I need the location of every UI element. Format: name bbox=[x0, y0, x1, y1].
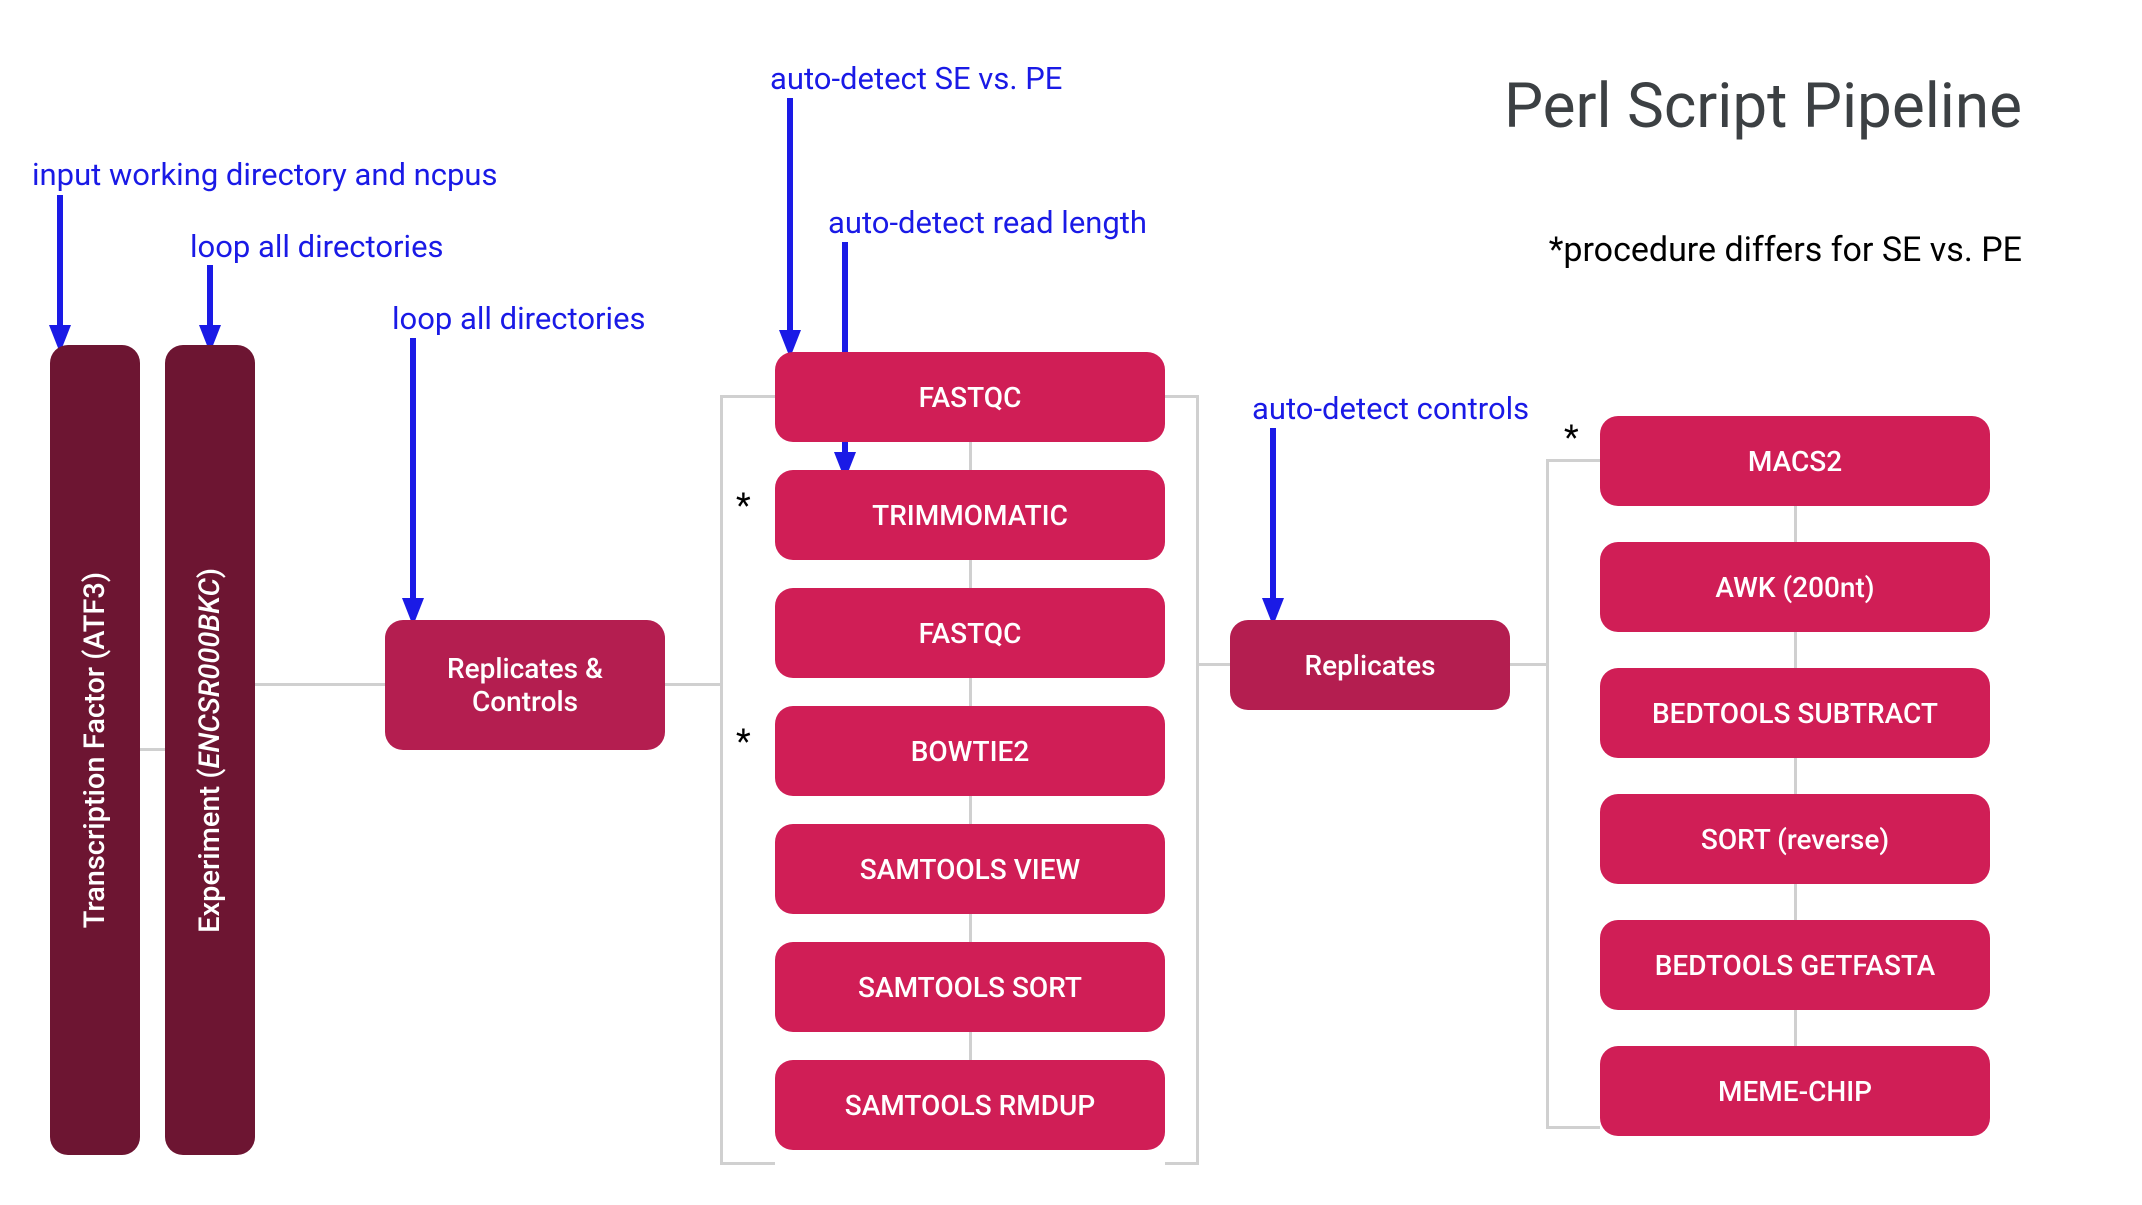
connector bbox=[665, 683, 720, 686]
step-meme-chip: MEME-CHIP bbox=[1600, 1046, 1990, 1136]
annotation-loop1: loop all directories bbox=[190, 228, 444, 265]
node-replicates: Replicates bbox=[1230, 620, 1510, 710]
step-label: TRIMMOMATIC bbox=[872, 499, 1068, 532]
node-label: Transcription Factor (ATF3) bbox=[78, 572, 112, 928]
connector bbox=[1196, 663, 1230, 666]
subtitle-note: *procedure differs for SE vs. PE bbox=[1549, 230, 2022, 270]
arrow-auto-controls bbox=[1258, 428, 1288, 628]
annotation-input-wd: input working directory and ncpus bbox=[32, 156, 497, 193]
annotation-auto-readlen: auto-detect read length bbox=[828, 204, 1147, 241]
node-label: Replicates bbox=[1304, 649, 1435, 682]
step-label: BOWTIE2 bbox=[911, 735, 1030, 768]
connector bbox=[1510, 663, 1546, 666]
node-label: Replicates & Controls bbox=[403, 652, 647, 718]
step-trimmomatic: TRIMMOMATIC bbox=[775, 470, 1165, 560]
connector bbox=[720, 395, 775, 398]
connector bbox=[1546, 459, 1549, 1129]
node-label: Experiment (ENCSR000BKC) bbox=[193, 568, 227, 933]
step-macs2: MACS2 bbox=[1600, 416, 1990, 506]
step-label: SAMTOOLS VIEW bbox=[860, 853, 1080, 886]
step-label: SAMTOOLS SORT bbox=[858, 971, 1082, 1004]
step-fastqc-2: FASTQC bbox=[775, 588, 1165, 678]
asterisk-marker: * bbox=[736, 722, 751, 762]
connector bbox=[1546, 459, 1600, 462]
step-label: SAMTOOLS RMDUP bbox=[845, 1089, 1095, 1122]
step-label: AWK (200nt) bbox=[1715, 571, 1874, 604]
connector bbox=[140, 748, 165, 751]
annotation-auto-controls: auto-detect controls bbox=[1252, 390, 1529, 427]
asterisk-marker: * bbox=[1564, 418, 1579, 458]
asterisk-marker: * bbox=[736, 486, 751, 526]
step-label: SORT (reverse) bbox=[1701, 823, 1889, 856]
annotation-auto-sepe: auto-detect SE vs. PE bbox=[770, 60, 1062, 97]
page-title: Perl Script Pipeline bbox=[1504, 70, 2022, 143]
arrow-loop2 bbox=[398, 338, 428, 628]
step-awk: AWK (200nt) bbox=[1600, 542, 1990, 632]
step-bedtools-getfasta: BEDTOOLS GETFASTA bbox=[1600, 920, 1990, 1010]
connector bbox=[1546, 1126, 1600, 1129]
arrow-input-wd bbox=[45, 195, 75, 355]
step-samtools-rmdup: SAMTOOLS RMDUP bbox=[775, 1060, 1165, 1150]
step-sort-reverse: SORT (reverse) bbox=[1600, 794, 1990, 884]
connector bbox=[720, 1162, 775, 1165]
step-label: FASTQC bbox=[919, 381, 1022, 414]
connector bbox=[720, 395, 723, 1165]
connector bbox=[255, 683, 385, 686]
connector bbox=[1196, 395, 1199, 1165]
arrow-auto-sepe bbox=[775, 98, 805, 360]
connector bbox=[1165, 1162, 1199, 1165]
step-samtools-sort: SAMTOOLS SORT bbox=[775, 942, 1165, 1032]
step-label: MEME-CHIP bbox=[1718, 1075, 1872, 1108]
step-bedtools-subtract: BEDTOOLS SUBTRACT bbox=[1600, 668, 1990, 758]
node-experiment: Experiment (ENCSR000BKC) bbox=[165, 345, 255, 1155]
node-replicates-controls: Replicates & Controls bbox=[385, 620, 665, 750]
step-fastqc-1: FASTQC bbox=[775, 352, 1165, 442]
annotation-loop2: loop all directories bbox=[392, 300, 646, 337]
step-label: BEDTOOLS SUBTRACT bbox=[1652, 697, 1938, 730]
node-transcription-factor: Transcription Factor (ATF3) bbox=[50, 345, 140, 1155]
step-label: FASTQC bbox=[919, 617, 1022, 650]
step-bowtie2: BOWTIE2 bbox=[775, 706, 1165, 796]
step-label: BEDTOOLS GETFASTA bbox=[1655, 949, 1936, 982]
arrow-loop1 bbox=[195, 265, 225, 355]
step-label: MACS2 bbox=[1748, 445, 1842, 478]
step-samtools-view: SAMTOOLS VIEW bbox=[775, 824, 1165, 914]
connector bbox=[1165, 395, 1199, 398]
